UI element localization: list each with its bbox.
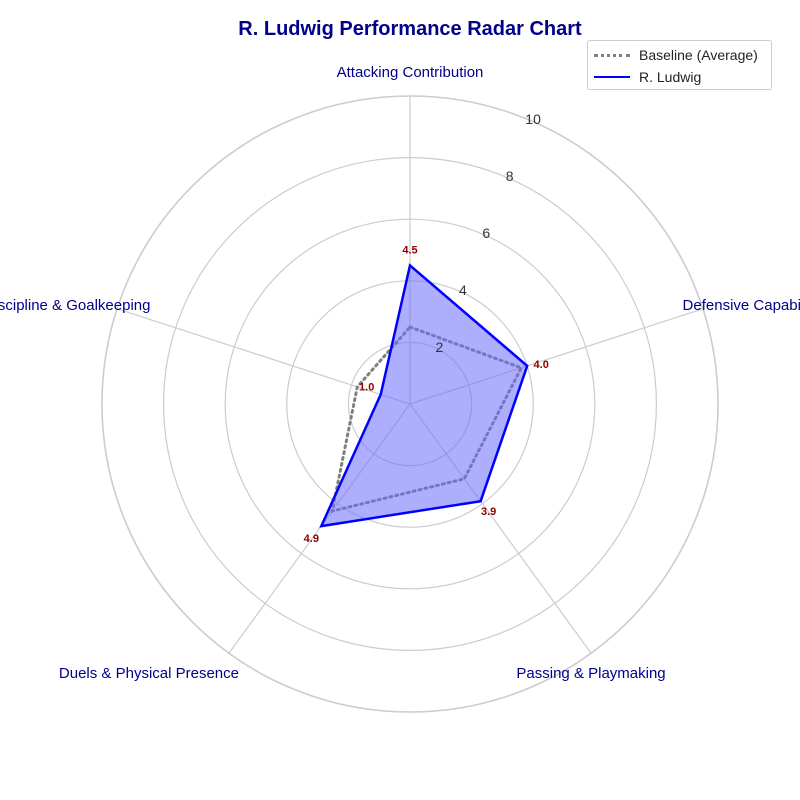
radial-tick-label: 6 xyxy=(482,225,490,241)
radial-tick-label: 8 xyxy=(506,168,514,184)
series-fill-area xyxy=(321,265,528,527)
radar-series xyxy=(319,263,529,528)
category-label: Passing & Playmaking xyxy=(516,665,665,682)
player-series-line xyxy=(319,263,529,528)
data-value-label: 1.0 xyxy=(359,381,374,393)
legend-item-player: R. Ludwig xyxy=(594,68,701,86)
radial-tick-label: 2 xyxy=(436,339,444,355)
legend-label-baseline: Baseline (Average) xyxy=(639,47,758,63)
category-label: Discipline & Goalkeeping xyxy=(0,297,150,314)
chart-title: R. Ludwig Performance Radar Chart xyxy=(238,18,582,40)
data-value-label: 3.9 xyxy=(481,506,496,518)
radar-grid xyxy=(101,95,719,713)
legend-swatch-player xyxy=(594,76,630,78)
category-label: Attacking Contribution xyxy=(337,64,484,81)
grid-spoke xyxy=(116,308,411,405)
category-label: Duels & Physical Presence xyxy=(59,665,239,682)
legend: Baseline (Average) R. Ludwig xyxy=(587,40,772,90)
radar-labels: 2 4 6 8 10 Attacking Contribution Defensive Ca… xyxy=(0,64,800,682)
data-value-label: 4.0 xyxy=(534,359,549,371)
legend-item-baseline: Baseline (Average) xyxy=(594,46,758,64)
radial-tick-label: 4 xyxy=(459,282,467,298)
data-value-label: 4.9 xyxy=(304,533,319,545)
data-value-label: 4.5 xyxy=(402,244,417,256)
category-label: Defensive Capability xyxy=(683,297,800,314)
legend-swatch-baseline xyxy=(594,53,630,57)
radial-tick-label: 10 xyxy=(525,111,541,127)
legend-label-player: R. Ludwig xyxy=(639,69,702,85)
